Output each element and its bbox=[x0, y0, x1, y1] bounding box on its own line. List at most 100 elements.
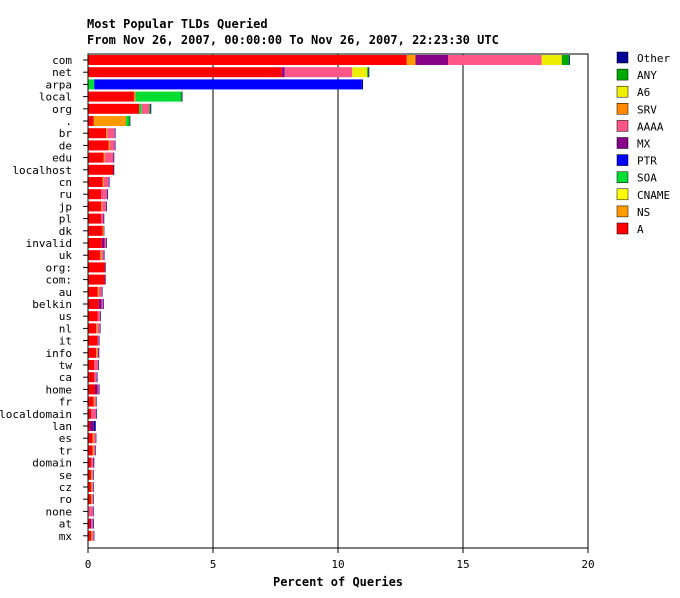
category-label: nl bbox=[59, 322, 72, 335]
legend: Other ANY A6 SRV AAAA MX PTR SOA CNAME NS A bbox=[616, 51, 670, 236]
legend-label: NS bbox=[637, 206, 650, 219]
legend-label: A6 bbox=[637, 86, 650, 99]
bar-segment-other bbox=[93, 482, 94, 492]
category-label: dk bbox=[59, 225, 73, 238]
category-label: none bbox=[46, 505, 73, 518]
bar-segment-other bbox=[96, 396, 97, 407]
legend-label: CNAME bbox=[637, 189, 670, 202]
x-tick-label: 20 bbox=[581, 558, 594, 571]
bar-segment-aaaa bbox=[94, 396, 96, 407]
bar-segment-mx bbox=[101, 238, 105, 248]
bar-segment-other bbox=[113, 152, 115, 163]
bar-segment-a bbox=[88, 152, 104, 163]
bar-segment-other bbox=[93, 469, 94, 480]
bar-segment-ns bbox=[102, 225, 104, 236]
bar-segment-ns bbox=[93, 116, 126, 126]
bar-segment-other bbox=[93, 494, 94, 505]
bar-segment-a bbox=[88, 335, 98, 346]
bar-segment-aaaa bbox=[98, 286, 102, 297]
bar-segment-ns bbox=[101, 201, 103, 212]
bar-segment-any bbox=[180, 91, 182, 102]
bar-segment-a bbox=[88, 225, 103, 236]
bar-segment-a bbox=[88, 360, 95, 370]
bar-segment-aaaa bbox=[107, 128, 115, 139]
bar-segment-a bbox=[88, 262, 105, 273]
bar-segment-aaaa bbox=[93, 433, 96, 444]
bar-segment-a bbox=[88, 323, 96, 334]
legend-label: SRV bbox=[637, 103, 657, 116]
bar-segment-other bbox=[106, 238, 107, 248]
bar-segment-other bbox=[106, 201, 107, 212]
bar-segment-aaaa bbox=[92, 530, 94, 541]
bar-segment-aaaa bbox=[97, 335, 99, 346]
category-label: lan bbox=[52, 420, 72, 433]
bar-segment-a bbox=[88, 103, 140, 114]
grid-lines bbox=[212, 54, 464, 548]
bar-segment-a bbox=[88, 164, 114, 175]
bar-segment-aaaa bbox=[103, 177, 109, 187]
bar-segment-aaaa bbox=[448, 55, 542, 65]
bar-segment-a bbox=[88, 530, 91, 541]
category-label: com bbox=[52, 54, 72, 67]
bar-segment-a bbox=[88, 469, 91, 480]
bar-segment-other bbox=[98, 335, 100, 346]
bar-segment-a6 bbox=[541, 55, 562, 65]
bar-segment-a6 bbox=[352, 67, 368, 78]
chart-title: Most Popular TLDs Queried bbox=[87, 17, 268, 31]
category-label: tw bbox=[59, 359, 73, 372]
bar-segment-other bbox=[107, 189, 108, 200]
category-label: localdomain bbox=[0, 408, 72, 421]
category-label: info bbox=[46, 347, 73, 360]
bar-segment-ns bbox=[97, 286, 99, 297]
bar-segment-other bbox=[93, 518, 94, 529]
category-label: . bbox=[65, 115, 72, 128]
bar-segment-a bbox=[88, 299, 99, 309]
bar-segment-a bbox=[88, 311, 98, 322]
bar-segment-other bbox=[93, 421, 96, 431]
legend-swatch bbox=[616, 68, 629, 81]
category-label: local bbox=[39, 91, 72, 104]
bar-segment-other bbox=[96, 372, 98, 383]
category-label: com: bbox=[46, 274, 73, 287]
legend-swatch bbox=[616, 205, 629, 218]
bar-segment-other bbox=[114, 140, 116, 151]
category-labels: comnetarpalocalorg.brdeedulocalhostcnruj… bbox=[0, 54, 88, 543]
category-label: invalid bbox=[26, 237, 72, 250]
category-label: pl bbox=[59, 213, 72, 226]
bar-segment-soa bbox=[126, 116, 129, 126]
bar-segment-a bbox=[88, 421, 90, 431]
bar-segment-mx bbox=[95, 384, 98, 395]
bar-segment-aaaa bbox=[284, 67, 353, 78]
bar-segment-a bbox=[88, 238, 102, 248]
bar-segment-other bbox=[129, 116, 131, 126]
legend-label: SOA bbox=[637, 172, 657, 185]
bar-segment-a bbox=[88, 408, 91, 419]
bar-segment-ns bbox=[134, 91, 136, 102]
bar-segment-aaaa bbox=[92, 494, 94, 505]
legend-swatch bbox=[616, 137, 629, 149]
bar-segment-a bbox=[88, 55, 407, 65]
bar-segment-a bbox=[88, 518, 90, 529]
category-label: cn bbox=[59, 176, 72, 189]
bar-segment-other bbox=[569, 55, 570, 65]
category-label: uk bbox=[59, 249, 73, 262]
category-label: ro bbox=[59, 493, 72, 506]
category-label: br bbox=[59, 127, 73, 140]
bar-segment-aaaa bbox=[91, 518, 93, 529]
legend-swatch bbox=[616, 120, 629, 132]
bar-segment-aaaa bbox=[97, 347, 99, 358]
legend-label: PTR bbox=[637, 155, 657, 168]
bar-segment-aaaa bbox=[101, 299, 103, 309]
bar-segment-ns bbox=[93, 396, 95, 407]
bar-segment-any bbox=[561, 55, 570, 65]
bar-segment-aaaa bbox=[93, 445, 96, 456]
bar-segment-ns bbox=[96, 323, 98, 334]
legend-swatch bbox=[616, 222, 629, 235]
bars bbox=[88, 55, 570, 541]
bar-segment-aaaa bbox=[88, 506, 94, 517]
bar-segment-other bbox=[105, 274, 106, 285]
bar-segment-a bbox=[88, 274, 105, 285]
bar-segment-aaaa bbox=[91, 408, 96, 419]
category-label: se bbox=[59, 469, 72, 482]
bar-segment-a bbox=[88, 445, 93, 456]
